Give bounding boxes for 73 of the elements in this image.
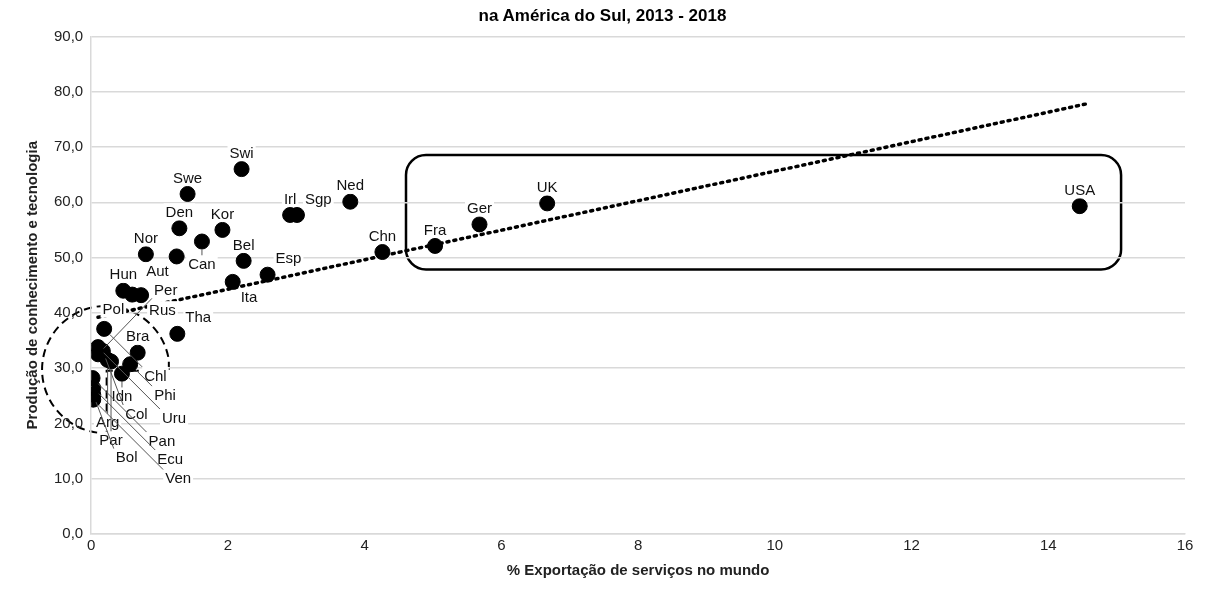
annotation: Arg — [95, 413, 120, 431]
x-tick-label: 2 — [223, 536, 233, 554]
annotation: Phi — [154, 385, 176, 403]
x-tick-label: 4 — [360, 536, 369, 554]
chart-title: na América do Sul, 2013 - 2018 — [478, 5, 727, 25]
annotation: Ned — [336, 176, 365, 194]
annotation: Uru — [162, 408, 187, 426]
y-tick-label: 60,0 — [53, 192, 84, 210]
annotation: Irl — [283, 189, 297, 207]
point — [1071, 198, 1088, 215]
y-tick-label: 90,0 — [53, 26, 84, 44]
annotation: Pol — [102, 300, 125, 318]
annotation: Swi — [229, 143, 254, 161]
y-tick-label: 50,0 — [53, 247, 84, 265]
annotation: Pan — [148, 431, 176, 449]
y-tick-label: 30,0 — [53, 358, 84, 376]
annotation: Kor — [210, 204, 235, 222]
annotation: Chl — [144, 366, 167, 384]
point — [171, 220, 188, 237]
point — [96, 320, 113, 337]
annotation: Hun — [109, 265, 138, 283]
point — [235, 252, 252, 269]
annotation: UK — [536, 178, 558, 196]
annotation: Sgp — [304, 189, 332, 207]
annotation: Bra — [126, 327, 151, 345]
y-tick-label: 80,0 — [53, 81, 84, 99]
x-tick-label: 0 — [87, 536, 96, 554]
point — [169, 325, 186, 342]
annotation: Nor — [133, 228, 158, 246]
point — [342, 193, 359, 210]
x-tick-label: 12 — [903, 536, 920, 554]
annotation: Tha — [185, 308, 212, 326]
annotation: Per — [154, 280, 178, 298]
y-tick-label: 10,0 — [53, 468, 84, 486]
point — [168, 248, 185, 265]
point — [224, 273, 241, 290]
annotation: Fra — [423, 220, 447, 238]
annotation: Bol — [115, 448, 138, 466]
point — [233, 161, 250, 178]
y-tick-label: 70,0 — [53, 137, 84, 155]
annotation: Chn — [368, 226, 397, 244]
annotation: Swe — [172, 168, 203, 186]
annotation: Den — [165, 202, 194, 220]
annotation: Idn — [111, 387, 133, 405]
annotation: Rus — [149, 300, 176, 318]
annotation: USA — [1064, 180, 1096, 198]
annotation: Bel — [232, 235, 255, 253]
point — [129, 344, 146, 361]
annotation: Aut — [146, 262, 170, 280]
annotation: Par — [99, 431, 123, 449]
y-axis-title: Produção de conhecimento e tecnologia — [23, 140, 41, 430]
point — [179, 185, 196, 202]
x-tick-label: 14 — [1039, 536, 1057, 554]
y-tick-label: 40,0 — [53, 302, 84, 320]
x-tick-label: 16 — [1176, 536, 1194, 554]
x-tick-label: 10 — [766, 536, 784, 554]
point — [539, 195, 556, 212]
annotation: Ecu — [157, 449, 184, 467]
annotation: Ita — [240, 287, 259, 305]
annotation: Ven — [165, 469, 192, 487]
x-tick-label: 6 — [497, 536, 506, 554]
x-tick-label: 8 — [633, 536, 643, 554]
annotation: Ger — [466, 199, 492, 217]
y-tick-label: 0,0 — [62, 524, 84, 542]
annotation: Can — [188, 255, 216, 273]
x-axis-title: % Exportação de serviços no mundo — [506, 561, 770, 579]
point — [193, 233, 210, 250]
annotation: Esp — [275, 249, 302, 267]
point — [471, 216, 488, 233]
point — [137, 246, 154, 263]
annotation: Col — [125, 404, 148, 422]
y-tick-label: 20,0 — [53, 413, 84, 431]
point — [214, 221, 231, 238]
